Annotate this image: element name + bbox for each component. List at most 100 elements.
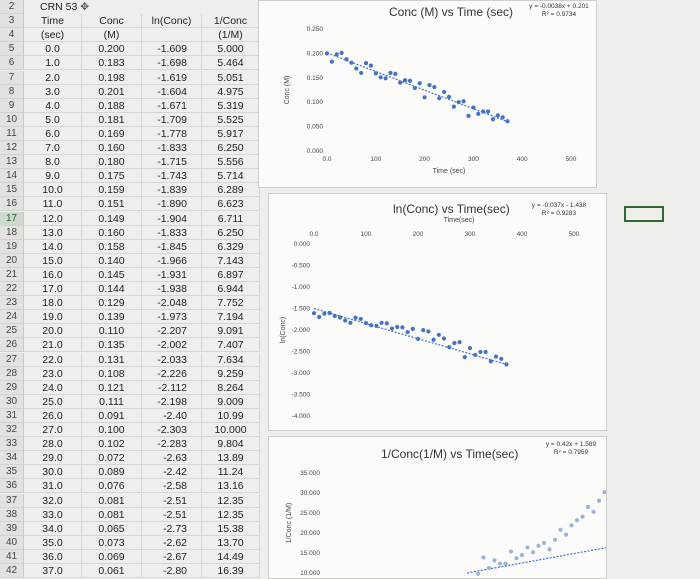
table-cell[interactable]: 2.0 <box>24 70 82 85</box>
table-cell[interactable]: 12.35 <box>202 493 260 508</box>
table-cell[interactable]: 9.259 <box>202 366 260 381</box>
table-cell[interactable]: 3.0 <box>24 84 82 99</box>
table-cell[interactable]: -2.033 <box>142 352 202 367</box>
table-cell[interactable]: 0.188 <box>82 98 142 113</box>
table-cell[interactable]: -1.698 <box>142 56 202 71</box>
row-header[interactable]: 41 <box>0 549 24 564</box>
row-header[interactable]: 33 <box>0 437 24 452</box>
table-cell[interactable]: 14.49 <box>202 549 260 564</box>
table-cell[interactable]: 31.0 <box>24 479 82 494</box>
table-cell[interactable]: -1.778 <box>142 126 202 141</box>
row-header[interactable]: 26 <box>0 338 24 353</box>
table-cell[interactable]: 33.0 <box>24 507 82 522</box>
row-header[interactable]: 22 <box>0 282 24 297</box>
row-header[interactable]: 34 <box>0 451 24 466</box>
table-cell[interactable]: 29.0 <box>24 451 82 466</box>
table-cell[interactable]: -2.112 <box>142 380 202 395</box>
table-cell[interactable]: 5.464 <box>202 56 260 71</box>
table-cell[interactable]: 6.944 <box>202 282 260 297</box>
table-cell[interactable]: 13.0 <box>24 225 82 240</box>
table-cell[interactable]: 0.081 <box>82 493 142 508</box>
table-cell[interactable]: 30.0 <box>24 465 82 480</box>
row-header[interactable]: 15 <box>0 183 24 198</box>
column-header-cell[interactable]: Conc <box>82 14 142 29</box>
table-cell[interactable]: 0.111 <box>82 394 142 409</box>
table-cell[interactable]: 0.110 <box>82 324 142 339</box>
row-header[interactable]: 31 <box>0 408 24 423</box>
table-cell[interactable]: 4.975 <box>202 84 260 99</box>
table-cell[interactable]: 5.319 <box>202 98 260 113</box>
table-cell[interactable]: -2.51 <box>142 507 202 522</box>
chart-inverse-conc-vs-time[interactable]: 1/Conc(1/M) vs Time(sec) y = 0.42x + 1.5… <box>268 436 607 579</box>
row-header[interactable]: 8 <box>0 84 24 99</box>
row-header[interactable]: 4 <box>0 28 24 43</box>
row-header[interactable]: 35 <box>0 465 24 480</box>
row-header[interactable]: 20 <box>0 253 24 268</box>
row-header[interactable]: 16 <box>0 197 24 212</box>
table-cell[interactable]: 14.0 <box>24 239 82 254</box>
table-cell[interactable]: 15.38 <box>202 521 260 536</box>
table-cell[interactable]: 9.091 <box>202 324 260 339</box>
table-cell[interactable]: 0.091 <box>82 408 142 423</box>
row-header[interactable]: 39 <box>0 521 24 536</box>
table-cell[interactable]: 25.0 <box>24 394 82 409</box>
table-cell[interactable]: 0.129 <box>82 296 142 311</box>
table-cell[interactable]: 26.0 <box>24 408 82 423</box>
table-cell[interactable]: -2.048 <box>142 296 202 311</box>
table-cell[interactable]: 0.0 <box>24 42 82 57</box>
table-cell[interactable]: 0.108 <box>82 366 142 381</box>
table-cell[interactable]: -1.890 <box>142 197 202 212</box>
table-cell[interactable]: 11.24 <box>202 465 260 480</box>
table-cell[interactable]: 0.198 <box>82 70 142 85</box>
table-cell[interactable]: -2.283 <box>142 437 202 452</box>
row-header[interactable]: 36 <box>0 479 24 494</box>
table-cell[interactable]: 0.160 <box>82 141 142 156</box>
table-cell[interactable]: -1.604 <box>142 84 202 99</box>
column-header-cell[interactable]: (sec) <box>24 28 82 43</box>
table-cell[interactable]: 5.525 <box>202 112 260 127</box>
table-cell[interactable]: 6.0 <box>24 126 82 141</box>
table-cell[interactable]: 6.289 <box>202 183 260 198</box>
table-cell[interactable]: -1.845 <box>142 239 202 254</box>
table-cell[interactable]: 24.0 <box>24 380 82 395</box>
table-cell[interactable]: -2.62 <box>142 535 202 550</box>
table-cell[interactable]: -1.966 <box>142 253 202 268</box>
table-cell[interactable]: 36.0 <box>24 549 82 564</box>
table-cell[interactable]: 0.200 <box>82 42 142 57</box>
table-cell[interactable]: 9.804 <box>202 437 260 452</box>
table-cell[interactable]: 0.131 <box>82 352 142 367</box>
table-cell[interactable]: 37.0 <box>24 564 82 579</box>
table-cell[interactable]: 34.0 <box>24 521 82 536</box>
table-cell[interactable]: 0.073 <box>82 535 142 550</box>
row-header[interactable]: 32 <box>0 423 24 438</box>
table-cell[interactable]: 10.99 <box>202 408 260 423</box>
table-cell[interactable]: 7.143 <box>202 253 260 268</box>
table-cell[interactable]: 12.0 <box>24 211 82 226</box>
table-cell[interactable]: 10.0 <box>24 183 82 198</box>
table-cell[interactable]: 11.0 <box>24 197 82 212</box>
table-cell[interactable]: 9.009 <box>202 394 260 409</box>
table-cell[interactable]: -2.73 <box>142 521 202 536</box>
table-cell[interactable]: 0.183 <box>82 56 142 71</box>
table-cell[interactable]: 0.076 <box>82 479 142 494</box>
table-cell[interactable]: 16.39 <box>202 564 260 579</box>
row-header[interactable]: 11 <box>0 126 24 141</box>
table-cell[interactable]: 18.0 <box>24 296 82 311</box>
row-header[interactable]: 10 <box>0 112 24 127</box>
table-cell[interactable]: -2.42 <box>142 465 202 480</box>
row-header[interactable]: 17 <box>0 211 24 226</box>
table-cell[interactable]: 8.264 <box>202 380 260 395</box>
table-cell[interactable]: 0.100 <box>82 423 142 438</box>
chart-conc-vs-time[interactable]: Conc (M) vs Time (sec) y = -0.0038x + 0.… <box>258 0 597 188</box>
table-cell[interactable]: 7.407 <box>202 338 260 353</box>
column-header-cell[interactable] <box>142 28 202 43</box>
table-cell[interactable]: 0.081 <box>82 507 142 522</box>
table-cell[interactable]: 0.144 <box>82 282 142 297</box>
row-header[interactable]: 25 <box>0 324 24 339</box>
row-header[interactable]: 30 <box>0 394 24 409</box>
table-cell[interactable]: 0.169 <box>82 126 142 141</box>
table-cell[interactable]: 0.201 <box>82 84 142 99</box>
table-cell[interactable]: 0.160 <box>82 225 142 240</box>
table-cell[interactable]: -1.931 <box>142 267 202 282</box>
table-cell[interactable]: -1.671 <box>142 98 202 113</box>
